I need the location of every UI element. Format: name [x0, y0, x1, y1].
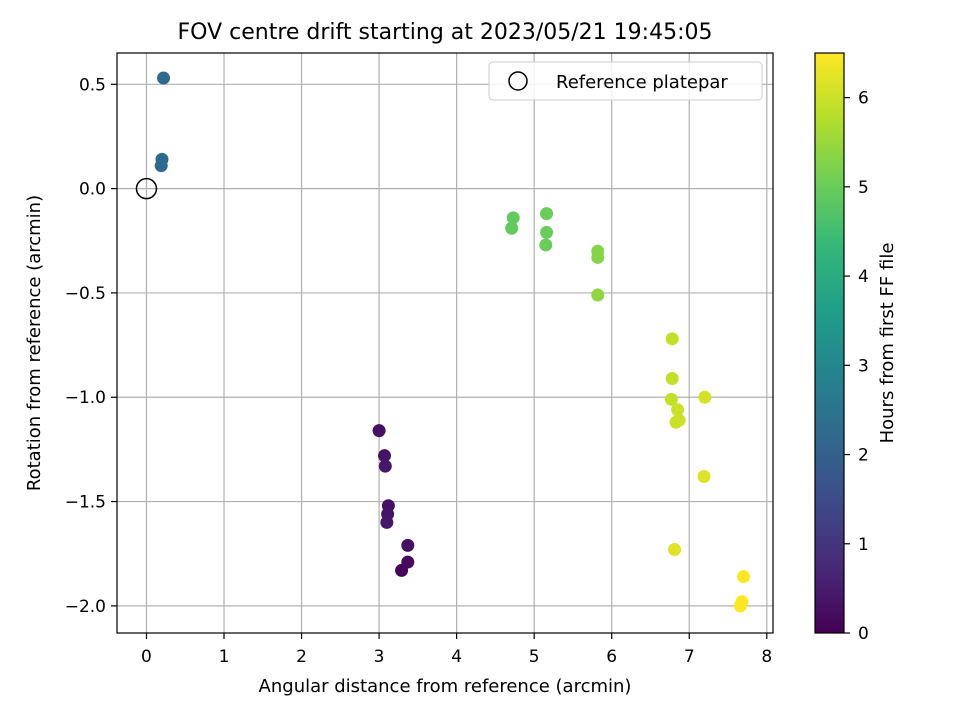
- x-tick-label: 4: [451, 647, 462, 667]
- data-point-22: [664, 392, 678, 406]
- y-axis-label: Rotation from reference (arcmin): [24, 195, 45, 491]
- colorbar-tick-label: 3: [858, 356, 869, 376]
- data-point-5: [380, 515, 394, 529]
- colorbar-tick-label: 2: [858, 446, 869, 466]
- data-point-8: [395, 563, 409, 577]
- colorbar-tick-label: 6: [858, 89, 869, 109]
- data-point-9: [157, 71, 171, 85]
- data-point-21: [665, 371, 679, 385]
- data-point-6: [401, 538, 415, 552]
- colorbar-tick-label: 0: [858, 624, 869, 644]
- data-point-13: [505, 221, 519, 235]
- data-point-16: [539, 238, 553, 252]
- legend: Reference platepar: [488, 61, 763, 101]
- data-point-2: [378, 459, 392, 473]
- y-tick-label: 0.0: [79, 180, 106, 200]
- data-point-1: [378, 449, 392, 463]
- data-point-29: [737, 570, 751, 584]
- x-axis-label: Angular distance from reference (arcmin): [259, 676, 632, 697]
- x-tick-label: 2: [296, 647, 307, 667]
- data-points: [154, 71, 751, 613]
- data-point-25: [672, 413, 686, 427]
- x-tick-label: 7: [684, 647, 695, 667]
- y-tick-label: −1.0: [65, 388, 106, 408]
- x-axis-ticks: 0 1 2 3 4 5 6 7 8: [141, 633, 772, 667]
- data-point-31: [733, 599, 747, 613]
- plot-frame: [116, 52, 774, 634]
- grid: [117, 53, 773, 633]
- data-point-20: [665, 332, 679, 346]
- y-tick-label: −1.5: [65, 493, 106, 513]
- y-tick-label: −0.5: [65, 284, 106, 304]
- data-point-28: [668, 543, 682, 557]
- colorbar-ticks: 0 1 2 3 4 5 6: [844, 89, 869, 644]
- data-point-26: [698, 390, 712, 404]
- data-point-23: [671, 403, 685, 417]
- x-tick-label: 6: [606, 647, 617, 667]
- legend-reference-marker: [508, 71, 528, 91]
- x-tick-label: 8: [761, 647, 772, 667]
- x-tick-label: 3: [374, 647, 385, 667]
- y-tick-label: 0.5: [79, 75, 106, 95]
- reference-marker: [135, 177, 158, 200]
- chart-title: FOV centre drift starting at 2023/05/21 …: [178, 20, 713, 45]
- x-tick-label: 0: [141, 647, 152, 667]
- data-point-0: [372, 424, 386, 438]
- colorbar-tick-label: 1: [858, 535, 869, 555]
- data-point-11: [154, 159, 168, 173]
- colorbar-label: Hours from first FF file: [877, 243, 898, 444]
- legend-entry-reference-platepar: Reference platepar: [556, 72, 728, 93]
- data-point-14: [540, 207, 554, 221]
- reference-platepar-point: [135, 177, 158, 200]
- colorbar: [814, 52, 845, 634]
- colorbar-tick-label: 4: [858, 267, 869, 287]
- legend-box: [488, 61, 763, 101]
- data-point-15: [540, 225, 554, 239]
- data-point-19: [591, 288, 605, 302]
- x-tick-label: 1: [219, 647, 230, 667]
- x-tick-label: 5: [529, 647, 540, 667]
- data-point-12: [506, 211, 520, 225]
- y-axis-ticks: 0.5 0.0 −0.5 −1.0 −1.5 −2.0: [65, 75, 117, 617]
- y-tick-label: −2.0: [65, 597, 106, 617]
- colorbar-tick-label: 5: [858, 178, 869, 198]
- data-point-27: [697, 470, 711, 484]
- data-point-18: [591, 250, 605, 264]
